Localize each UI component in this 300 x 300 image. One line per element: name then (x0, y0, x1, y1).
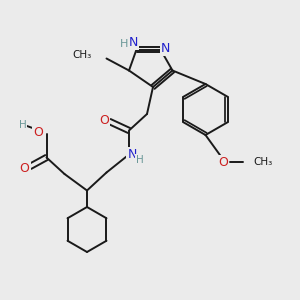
Text: CH₃: CH₃ (254, 157, 273, 167)
Text: H: H (19, 119, 26, 130)
Text: O: O (20, 161, 29, 175)
Text: H: H (120, 39, 128, 49)
Text: N: N (161, 41, 171, 55)
Text: CH₃: CH₃ (73, 50, 92, 61)
Text: H: H (136, 155, 143, 165)
Text: O: O (99, 113, 109, 127)
Text: N: N (129, 36, 138, 50)
Text: O: O (219, 155, 228, 169)
Text: O: O (33, 125, 43, 139)
Text: N: N (127, 148, 137, 161)
